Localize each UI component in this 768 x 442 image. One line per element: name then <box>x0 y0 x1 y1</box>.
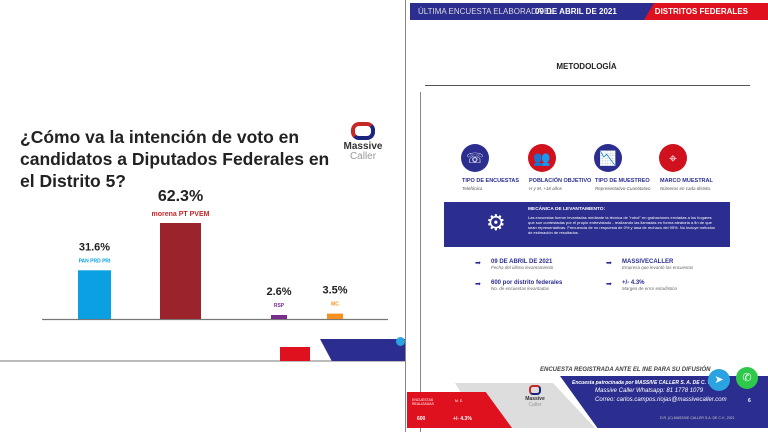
logo-text: Caller <box>349 151 377 162</box>
info-item: MASSIVECALLER Empresa que levantó las enc… <box>622 259 694 270</box>
header-red-tab <box>644 3 768 20</box>
methodology-heading: METODOLOGÍA <box>556 62 617 71</box>
arrow-icon: ➡ <box>475 281 481 288</box>
people-icon: 👥 <box>528 144 556 172</box>
mechanics-box: ⚙ MECÁNICA DE LEVANTAMIENTO: Las encuest… <box>444 202 730 247</box>
icon-label: POBLACIÓN OBJETIVO H y M, +18 años <box>529 178 592 191</box>
bar <box>271 314 287 319</box>
header-date: 09 DE ABRIL DE 2021 <box>535 7 617 16</box>
header-label: ÚLTIMA ENCUESTA ELABORADA EL <box>418 7 554 16</box>
slide-title: ¿Cómo va la intención de voto en candida… <box>20 127 330 191</box>
data-label: 2.6% <box>266 286 291 298</box>
mini-footer <box>280 337 418 361</box>
mechanics-body: Las encuestas fueron levantadas mediante… <box>528 215 715 235</box>
logo-text: Massive <box>343 141 383 152</box>
mechanics-title: MECÁNICA DE LEVANTAMIENTO: <box>528 207 606 212</box>
icon-label: TIPO DE ENCUESTAS Telefónica <box>462 178 520 191</box>
whatsapp-text: Massive Caller Whatsapp: 81 1778 1079 <box>595 388 704 394</box>
gear-icon: ⚙ <box>486 210 506 235</box>
email-text: Correo: carlos.campos.riojas@massivecall… <box>595 397 727 403</box>
mini-footer-red <box>280 347 310 361</box>
ine-notice: ENCUESTA REGISTRADA ANTE EL INE PARA SU … <box>540 367 711 373</box>
vote-bar-chart: 31.6% PAN PRD PRI 62.3% morena PT PVEM 2.6% R… <box>42 188 388 321</box>
phone-icon: ☏ <box>461 144 489 172</box>
telegram-icon <box>396 337 405 346</box>
footer-logo: Massive Caller <box>520 385 550 408</box>
logo-text: Massive <box>525 396 545 402</box>
logo-mark-icon <box>529 385 541 395</box>
chart-icon: 📉 <box>594 144 622 172</box>
party-tag: RSP <box>274 303 285 309</box>
info-item: 09 DE ABRIL DE 2021 Fecha del último leva… <box>491 259 554 270</box>
massive-caller-logo: Massive Caller <box>338 122 388 162</box>
data-label: 3.5% <box>322 285 347 297</box>
arrow-icon: ➡ <box>606 281 612 288</box>
table-header: ENCUESTAS REALIZADAS <box>412 398 434 406</box>
bar <box>78 270 111 319</box>
arrow-icon: ➡ <box>475 260 481 267</box>
footer-blue: Encuesta patrocinada por MASSIVE CALLER … <box>560 376 768 428</box>
info-item: 600 por distrito federales No. de encuest… <box>491 280 563 291</box>
data-label: 62.3% <box>158 188 203 205</box>
logo-mark-icon <box>351 122 375 140</box>
logo-text: Caller <box>528 402 542 408</box>
party-tag: morena PT PVEM <box>152 211 210 218</box>
arrow-icon: ➡ <box>606 260 612 267</box>
party-tag: PAN PRD PRI <box>79 258 111 264</box>
telegram-icon[interactable]: ➤ <box>708 369 730 391</box>
table-value: +/- 4.3% <box>453 416 472 422</box>
party-tag: MC <box>331 302 339 308</box>
copyright: D.R. (C) MASSIVE CALLER S.A. DE C.V., 20… <box>660 416 735 420</box>
mini-footer-blue <box>320 339 418 361</box>
bar <box>327 313 343 319</box>
icon-label: MARCO MUESTRAL Números en cada distrito. <box>660 178 713 191</box>
page-number: 6 <box>748 398 751 404</box>
data-label: 31.6% <box>79 241 110 253</box>
icon-label: TIPO DE MUESTREO Representativo-Cuantitat… <box>595 178 651 191</box>
table-header: M. E. <box>455 399 464 403</box>
info-item: +/- 4.3% Margen de error estadístico <box>622 280 678 291</box>
header-bar: ÚLTIMA ENCUESTA ELABORADA EL 09 DE ABRIL… <box>410 3 768 20</box>
divider <box>420 92 421 432</box>
left-slide: ¿Cómo va la intención de voto en candida… <box>0 0 418 362</box>
bar <box>160 223 201 319</box>
whatsapp-icon[interactable]: ✆ <box>736 367 758 389</box>
pin-icon: ⌖ <box>659 144 687 172</box>
header-section: DISTRITOS FEDERALES <box>654 7 748 16</box>
sponsor-text: Encuesta patrocinada por MASSIVE CALLER … <box>572 380 712 386</box>
divider <box>425 85 750 86</box>
table-value: 600 <box>417 416 426 422</box>
